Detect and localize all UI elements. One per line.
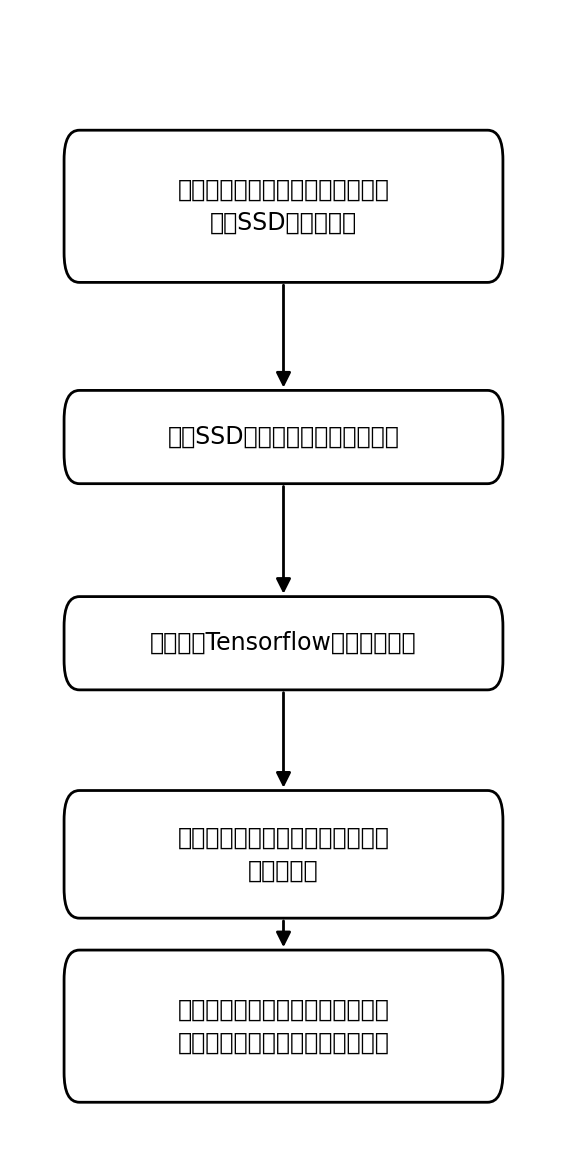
Text: 监控系统调用保存的训练模型，实
现实时检测: 监控系统调用保存的训练模型，实 现实时检测 [177, 826, 390, 884]
Text: 视频监控系统检测每一帧图像，当
识别出目标后，进行结构异常检测: 视频监控系统检测每一帧图像，当 识别出目标后，进行结构异常检测 [177, 997, 390, 1055]
Text: 离线使用Tensorflow框架训练模型: 离线使用Tensorflow框架训练模型 [150, 631, 417, 655]
Text: 进行视频监控并提取受电弓图片，
生成SSD训练样本集: 进行视频监控并提取受电弓图片， 生成SSD训练样本集 [177, 178, 390, 236]
FancyBboxPatch shape [64, 950, 503, 1102]
FancyBboxPatch shape [64, 596, 503, 689]
FancyBboxPatch shape [64, 391, 503, 484]
FancyBboxPatch shape [64, 130, 503, 283]
FancyBboxPatch shape [64, 791, 503, 918]
Text: 建立SSD目标检测模型并改进提速: 建立SSD目标检测模型并改进提速 [168, 425, 399, 449]
